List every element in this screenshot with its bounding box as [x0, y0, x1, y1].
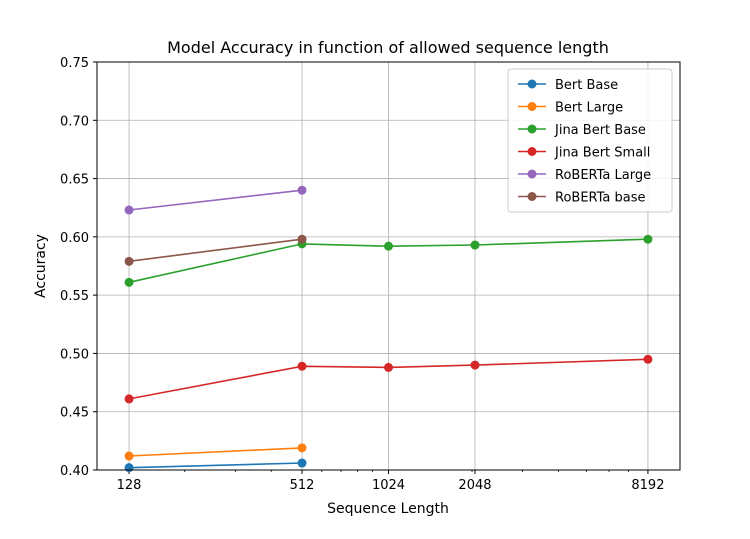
series-bert-large [124, 443, 307, 461]
legend-box [507, 68, 673, 213]
series-roberta-large [124, 185, 307, 215]
y-axis-label: Accuracy [33, 234, 49, 298]
legend-marker [527, 102, 537, 111]
data-point [124, 394, 134, 404]
legend-marker [527, 79, 537, 89]
x-tick-label: 512 [290, 478, 315, 493]
legend-entry: Bert Base [518, 78, 618, 93]
data-point [297, 361, 307, 371]
legend-entry: RoBERTa base [518, 191, 646, 206]
x-tick-label: 8192 [631, 478, 664, 493]
legend-marker [527, 124, 537, 134]
legend-label: RoBERTa Large [555, 168, 651, 183]
legend-entry: RoBERTa Large [518, 168, 651, 183]
x-tick-label: 2048 [458, 478, 491, 493]
x-tick-label: 1024 [372, 478, 405, 493]
grid-lines [97, 61, 680, 471]
data-point [297, 443, 307, 453]
series-line [129, 189, 303, 211]
legend-label: Bert Large [555, 101, 623, 116]
data-point [297, 458, 307, 468]
series-line [128, 238, 303, 263]
data-point [384, 241, 393, 251]
chart-title: Model Accuracy in function of allowed se… [167, 38, 609, 57]
series-line [129, 462, 303, 469]
legend: Bert Base Bert Large Jina Bert Base Jina Be… [507, 68, 673, 213]
data-point [470, 240, 480, 250]
series-jina-bert-small [124, 354, 653, 404]
x-tick-label: 128 [117, 478, 142, 493]
data-point [124, 451, 134, 461]
legend-marker [527, 147, 537, 156]
plot-frame [96, 61, 681, 471]
data-point [643, 354, 653, 364]
y-tick-label: 0.45 [60, 406, 89, 421]
series-roberta-base [124, 234, 307, 266]
data-point [384, 362, 393, 372]
data-point [470, 360, 480, 370]
legend-label: Jina Bert Base [554, 123, 646, 138]
y-tick-label: 0.55 [60, 289, 89, 304]
legend-marker [527, 192, 537, 201]
legend-entry: Bert Large [518, 101, 623, 116]
legend-entry: Jina Bert Small [518, 146, 650, 161]
data-point [643, 234, 653, 244]
data-point [124, 277, 134, 287]
legend-label: RoBERTa base [555, 191, 646, 206]
series-line [129, 447, 303, 457]
y-tick-label: 0.60 [60, 231, 89, 246]
data-point [297, 234, 307, 244]
data-point [124, 463, 134, 473]
legend-marker [527, 169, 537, 179]
y-tick-label: 0.70 [60, 114, 89, 129]
legend-entry: Jina Bert Base [518, 123, 646, 138]
data-point [124, 205, 134, 215]
series-lines [124, 185, 653, 473]
y-tick-label: 0.65 [60, 173, 89, 188]
legend-label: Jina Bert Small [554, 146, 650, 161]
y-tick-label: 0.50 [60, 347, 89, 362]
data-point [297, 185, 307, 195]
legend-label: Bert Base [555, 78, 618, 93]
data-point [124, 256, 134, 266]
x-axis-label: Sequence Length [327, 501, 449, 517]
y-tick-label: 0.75 [60, 56, 89, 71]
axis-ticks: 0.40 0.45 0.50 0.55 0.60 0.65 0.70 0.75 128 512 10… [60, 56, 664, 493]
y-tick-label: 0.40 [60, 464, 89, 479]
